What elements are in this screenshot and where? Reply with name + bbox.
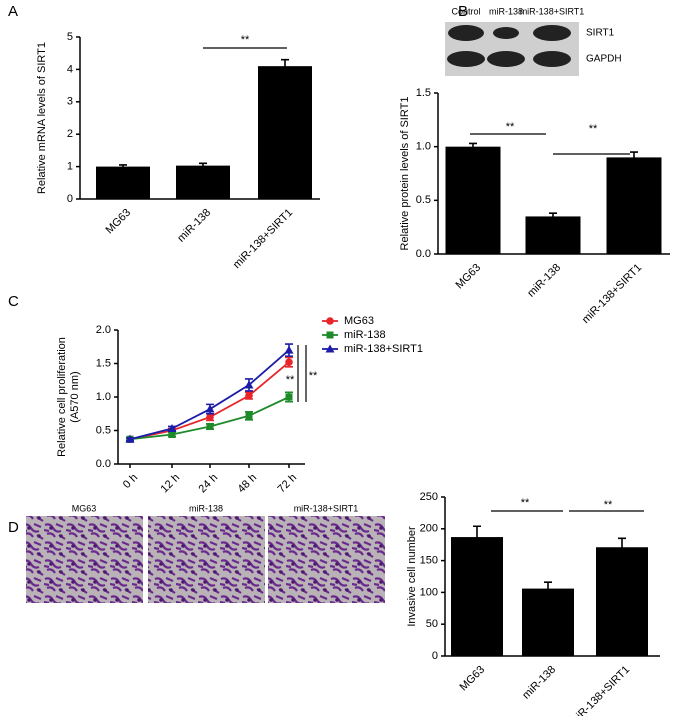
panel-label: C bbox=[8, 293, 19, 310]
x-tick-label: MG63 bbox=[457, 664, 487, 694]
x-tick-label: MG63 bbox=[453, 262, 483, 292]
x-tick-label: 48 h bbox=[236, 472, 260, 496]
panel-label: A bbox=[8, 3, 18, 20]
panel-label: D bbox=[8, 519, 19, 536]
y-tick-label: 250 bbox=[420, 491, 438, 503]
y-tick-label: 0.5 bbox=[96, 424, 111, 436]
y-tick-label: 0 bbox=[67, 193, 73, 205]
significance-label: ** bbox=[506, 121, 515, 133]
marker bbox=[206, 422, 214, 430]
x-tick-label: 72 h bbox=[276, 472, 300, 496]
y-tick-label: 4 bbox=[67, 63, 73, 75]
y-tick-label: 1.5 bbox=[416, 87, 431, 99]
blot-band bbox=[533, 25, 571, 41]
blot-band bbox=[533, 51, 571, 67]
blot-band bbox=[447, 51, 485, 67]
y-tick-label: 50 bbox=[426, 618, 438, 630]
marker bbox=[167, 423, 177, 432]
bar bbox=[96, 166, 150, 199]
blot-lane-label: Control bbox=[451, 6, 480, 16]
bar bbox=[596, 547, 648, 656]
significance-label: ** bbox=[241, 34, 250, 46]
y-tick-label: 150 bbox=[420, 555, 438, 567]
marker bbox=[206, 413, 214, 421]
micrograph-label: miR-138+SIRT1 bbox=[294, 503, 359, 513]
micrograph bbox=[148, 516, 265, 603]
marker bbox=[245, 391, 253, 400]
marker bbox=[325, 344, 335, 353]
micrograph-label: miR-138 bbox=[189, 503, 223, 513]
y-tick-label: 0 bbox=[432, 650, 438, 662]
legend-label: MG63 bbox=[344, 315, 374, 327]
y-tick-label: 1.0 bbox=[416, 141, 431, 153]
blot-band-label: GAPDH bbox=[586, 54, 622, 65]
x-tick-label: MG63 bbox=[103, 207, 133, 237]
x-tick-label: 12 h bbox=[159, 472, 183, 496]
y-tick-label: 100 bbox=[420, 586, 438, 598]
micrograph bbox=[268, 516, 385, 603]
significance-label: ** bbox=[589, 123, 598, 135]
y-axis-label: Relative cell proliferation bbox=[56, 337, 68, 457]
significance-label: ** bbox=[604, 499, 613, 511]
bar bbox=[525, 216, 581, 254]
marker bbox=[245, 412, 253, 420]
significance-label: ** bbox=[521, 497, 530, 509]
y-tick-label: 5 bbox=[67, 31, 73, 43]
marker bbox=[326, 331, 334, 339]
bar bbox=[176, 165, 230, 199]
legend-label: miR-138+SIRT1 bbox=[344, 343, 423, 355]
y-tick-label: 2 bbox=[67, 128, 73, 140]
x-tick-label: miR-138+SIRT1 bbox=[580, 262, 644, 326]
x-tick-label: miR-138 bbox=[175, 207, 213, 245]
bar bbox=[445, 146, 501, 254]
y-tick-label: 1 bbox=[67, 161, 73, 173]
y-tick-label: 0.0 bbox=[96, 458, 111, 470]
y-axis-label: (A570 nm) bbox=[69, 371, 81, 422]
x-tick-label: 0 h bbox=[121, 472, 140, 491]
bar bbox=[522, 588, 574, 656]
x-tick-label: miR-138+SIRT1 bbox=[568, 664, 632, 716]
marker bbox=[168, 431, 176, 439]
y-axis-label: Invasive cell number bbox=[406, 526, 418, 627]
x-tick-label: 24 h bbox=[197, 472, 221, 496]
y-tick-label: 2.0 bbox=[96, 324, 111, 336]
y-tick-label: 0.5 bbox=[416, 194, 431, 206]
blot-band bbox=[487, 51, 525, 67]
marker bbox=[205, 404, 215, 413]
y-tick-label: 1.5 bbox=[96, 357, 111, 369]
x-tick-label: miR-138 bbox=[525, 262, 563, 300]
marker bbox=[326, 317, 334, 325]
x-tick-label: miR-138 bbox=[520, 664, 558, 702]
blot-band bbox=[493, 27, 519, 39]
micrograph-label: MG63 bbox=[72, 503, 97, 513]
y-axis-label: Relative mRNA levels of SIRT1 bbox=[36, 42, 48, 194]
x-tick-label: miR-138+SIRT1 bbox=[231, 207, 295, 271]
blot-lane-label: miR-138 bbox=[489, 6, 523, 16]
y-tick-label: 3 bbox=[67, 96, 73, 108]
marker bbox=[244, 380, 254, 389]
bar bbox=[258, 66, 312, 199]
marker bbox=[125, 434, 135, 443]
significance-label: ** bbox=[286, 374, 295, 386]
blot-band-label: SIRT1 bbox=[586, 28, 615, 39]
y-tick-label: 0.0 bbox=[416, 248, 431, 260]
micrograph bbox=[26, 516, 143, 603]
bar bbox=[451, 537, 503, 656]
panel-label: B bbox=[458, 3, 468, 20]
legend-label: miR-138 bbox=[344, 329, 386, 341]
blot-band bbox=[448, 25, 484, 41]
marker bbox=[285, 358, 293, 366]
blot-lane-label: miR-138+SIRT1 bbox=[520, 6, 585, 16]
significance-label: ** bbox=[309, 370, 318, 382]
marker bbox=[285, 393, 293, 401]
y-axis-label: Relative protein levels of SIRT1 bbox=[399, 97, 411, 251]
marker bbox=[284, 345, 294, 354]
bar bbox=[606, 157, 662, 254]
y-tick-label: 200 bbox=[420, 523, 438, 535]
y-tick-label: 1.0 bbox=[96, 391, 111, 403]
